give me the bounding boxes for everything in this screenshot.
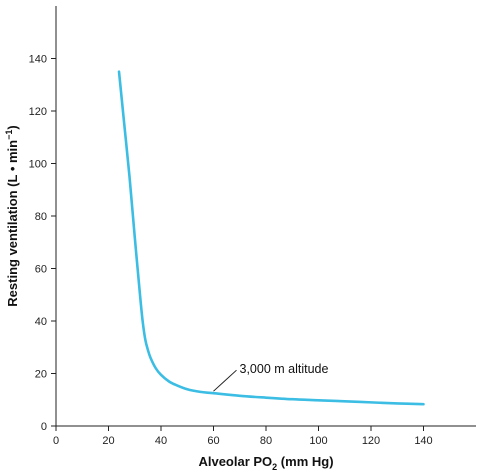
x-tick-label: 60 [207,435,219,447]
y-ticks: 0 20 40 60 80 100 120 140 [29,54,56,433]
y-axis-title: Resting ventilation (L • min−1) [4,125,20,306]
series [117,70,425,406]
y-tick-label: 100 [29,159,47,171]
x-tick-label: 40 [155,435,167,447]
x-axis-title: Alveolar PO2 (mm Hg) [198,454,333,472]
annotations: 3,000 m altitude [213,362,329,392]
x-axis-title-tail: (mm Hg) [277,454,333,469]
y-tick-label: 80 [35,211,47,223]
x-axis-title-main: Alveolar PO [198,454,272,469]
y-axis-title-superscript: −1 [4,130,14,140]
y-tick-label: 120 [29,106,47,118]
y-axis-title-main: Resting ventilation (L • min [5,140,20,307]
series-line [117,70,425,406]
x-tick-label: 80 [260,435,272,447]
x-tick-label: 100 [309,435,327,447]
x-axis-title-subscript: 2 [272,462,277,472]
x-tick-label: 0 [53,435,59,447]
y-tick-label: 140 [29,54,47,66]
annotation-label: 3,000 m altitude [240,362,329,376]
annotation-leader-line [213,369,237,392]
y-tick-label: 0 [41,421,47,433]
y-axis-title-tail: ) [5,125,20,129]
y-tick-label: 60 [35,264,47,276]
x-tick-label: 140 [414,435,432,447]
x-tick-label: 20 [102,435,114,447]
x-ticks: 0 20 40 60 80 100 120 140 [53,426,433,447]
y-tick-label: 20 [35,369,47,381]
x-tick-label: 120 [362,435,380,447]
y-tick-label: 40 [35,316,47,328]
